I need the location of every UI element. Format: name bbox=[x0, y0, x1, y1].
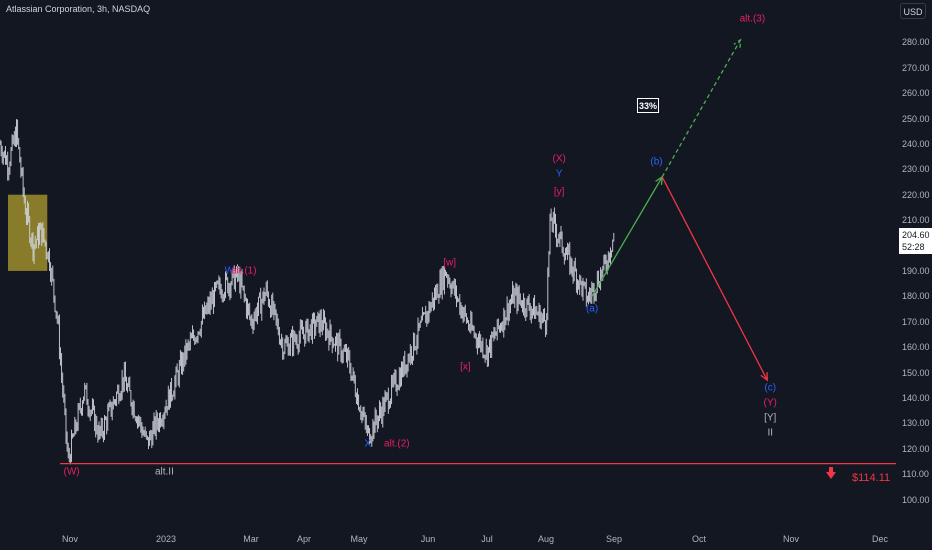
candles-group bbox=[0, 119, 615, 465]
y-tick-label: 260.00 bbox=[902, 88, 930, 99]
y-tick-label: 110.00 bbox=[902, 469, 929, 480]
x-tick-label: 2023 bbox=[155, 534, 177, 544]
probability-label: 33% bbox=[637, 98, 659, 113]
y-tick-label: 250.00 bbox=[902, 113, 930, 124]
currency-button[interactable]: USD bbox=[900, 3, 926, 19]
wave-label: W bbox=[224, 265, 235, 277]
x-tick-label: Dec bbox=[871, 534, 889, 544]
y-tick-label: 230.00 bbox=[902, 164, 930, 175]
wave-label: (a) bbox=[585, 303, 599, 315]
x-tick-label: Aug bbox=[537, 534, 555, 544]
target-price-label: $114.11 bbox=[852, 472, 891, 484]
wave-label: alt.(2) bbox=[384, 438, 410, 450]
last-price-tag: 204.60 52:28 bbox=[899, 228, 932, 254]
y-tick-label: 160.00 bbox=[902, 342, 930, 353]
y-tick-label: 270.00 bbox=[902, 62, 930, 73]
x-tick-label: Oct bbox=[691, 534, 707, 544]
projection-up bbox=[591, 176, 663, 297]
wave-label: (X) bbox=[552, 153, 566, 165]
projection-alt-up bbox=[661, 39, 742, 178]
last-price: 204.60 bbox=[902, 230, 930, 240]
projection-lines bbox=[591, 38, 768, 382]
projection-arrowhead bbox=[733, 38, 742, 48]
projection-arrowhead bbox=[760, 372, 768, 382]
x-tick-label: Jul bbox=[481, 534, 493, 544]
wave-label: alt.(1) bbox=[231, 265, 257, 277]
wave-label: [x] bbox=[460, 361, 471, 373]
x-tick-label: Apr bbox=[296, 534, 312, 544]
y-tick-label: 100.00 bbox=[902, 494, 930, 505]
wave-label: (Y) bbox=[763, 397, 777, 409]
wave-label: Y bbox=[555, 168, 563, 180]
y-tick-label: 130.00 bbox=[902, 418, 930, 429]
bar-countdown: 52:28 bbox=[902, 242, 925, 252]
y-tick-label: 140.00 bbox=[902, 392, 930, 403]
projection-down bbox=[661, 176, 768, 381]
wave-label: (W) bbox=[63, 466, 80, 478]
wave-label: II bbox=[767, 427, 773, 439]
x-tick-label: Jun bbox=[420, 534, 436, 544]
x-tick-label: Mar bbox=[243, 534, 259, 544]
symbol-title: Atlassian Corporation, 3h, NASDAQ bbox=[6, 4, 151, 14]
wave-label: [Y] bbox=[764, 412, 777, 424]
wave-label: [w] bbox=[443, 257, 457, 269]
y-tick-label: 120.00 bbox=[902, 443, 930, 454]
wave-label: [y] bbox=[553, 186, 565, 198]
y-tick-label: 280.00 bbox=[902, 37, 930, 48]
wave-label: alt.II bbox=[154, 466, 174, 478]
x-tick-label: May bbox=[350, 534, 368, 544]
wave-label: alt.(3) bbox=[739, 13, 766, 25]
y-tick-label: 150.00 bbox=[902, 367, 930, 378]
y-tick-label: 170.00 bbox=[902, 316, 930, 327]
wave-label: (b) bbox=[650, 156, 663, 168]
y-tick-label: 190.00 bbox=[902, 265, 930, 276]
down-arrow-icon bbox=[826, 467, 836, 479]
wave-label: (c) bbox=[764, 382, 777, 394]
x-tick-label: Nov bbox=[782, 534, 800, 544]
y-tick-label: 220.00 bbox=[902, 189, 930, 200]
x-tick-label: Sep bbox=[605, 534, 623, 544]
x-tick-label: Nov bbox=[61, 534, 79, 544]
y-tick-label: 240.00 bbox=[902, 138, 930, 149]
y-tick-label: 180.00 bbox=[902, 291, 930, 302]
y-tick-label: 210.00 bbox=[902, 215, 930, 226]
wave-label: X bbox=[364, 438, 372, 450]
